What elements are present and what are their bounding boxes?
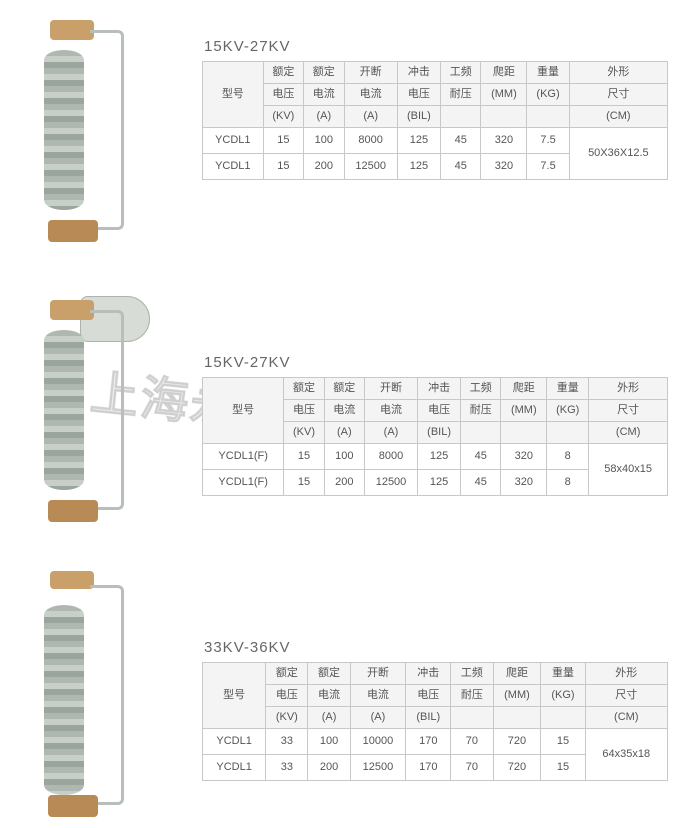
section-title: 15KV-27KV <box>204 354 668 371</box>
spec-table-2: 型号 额定 额定 开断 冲击 工频 爬距 重量 外形 电压 电流 电流 电压 耐… <box>202 377 668 496</box>
product-section-3: 33KV-36KV 型号 额定 额定 开断 冲击 工频 爬距 重量 外形 电压 … <box>10 565 668 815</box>
section-title: 15KV-27KV <box>204 38 668 55</box>
product-section-2: 15KV-27KV 型号 额定 额定 开断 冲击 工频 爬距 重量 外形 电压 … <box>10 290 668 540</box>
product-image-1 <box>10 10 190 260</box>
col-model: 型号 <box>203 62 264 128</box>
table-row: YCDL1 15 100 8000 125 45 320 7.5 50X36X1… <box>203 127 668 153</box>
table-row: YCDL1(F) 15 100 8000 125 45 320 8 58x40x… <box>203 443 668 469</box>
product-section-1: 15KV-27KV 型号 额定 额定 开断 冲击 工频 爬距 重量 外形 电压 … <box>10 10 668 260</box>
spec-table-1: 型号 额定 额定 开断 冲击 工频 爬距 重量 外形 电压 电流 电流 电压 耐… <box>202 61 668 180</box>
spec-table-3: 型号 额定 额定 开断 冲击 工频 爬距 重量 外形 电压 电流 电流 电压 耐… <box>202 662 668 781</box>
table-row: YCDL1 33 100 10000 170 70 720 15 64x35x1… <box>203 728 668 754</box>
product-image-2 <box>10 290 190 540</box>
product-image-3 <box>10 565 190 815</box>
section-title: 33KV-36KV <box>204 639 668 656</box>
